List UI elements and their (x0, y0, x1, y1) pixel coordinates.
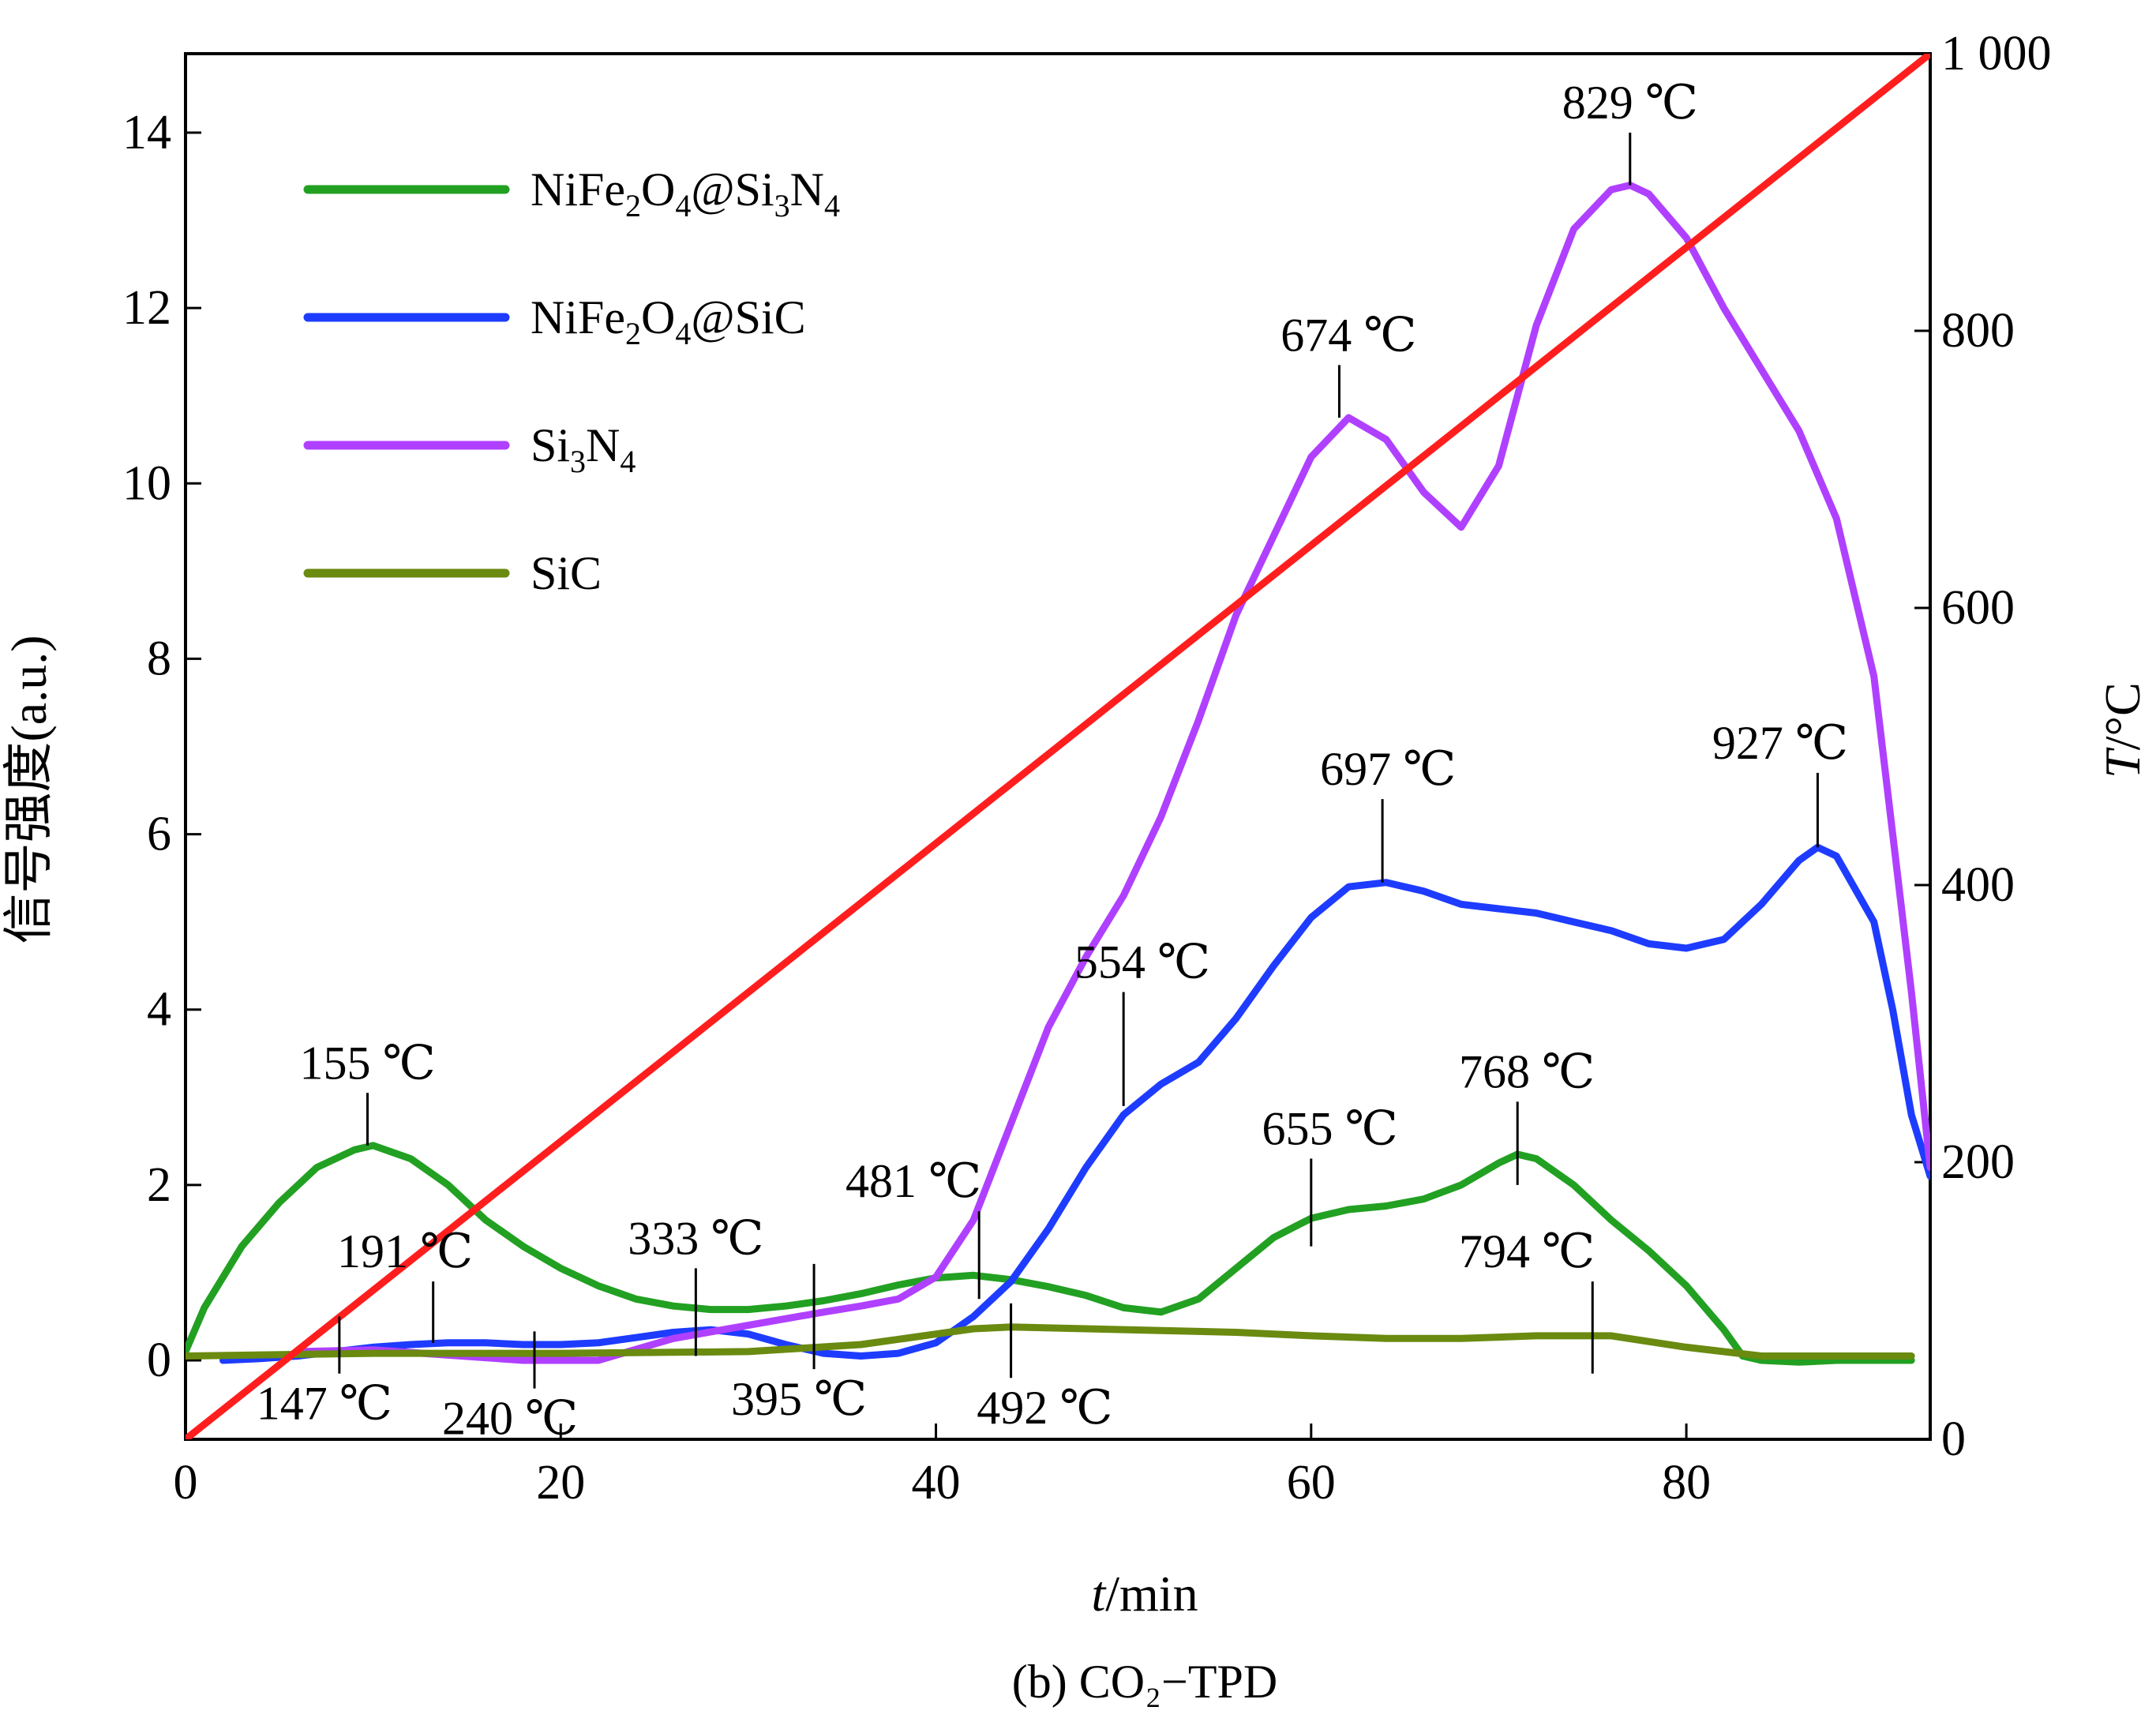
x-axis-title: t/min (1091, 1566, 1198, 1622)
x-tick-label: 80 (1662, 1456, 1711, 1510)
y2-tick-label: 800 (1941, 304, 2015, 358)
y2-tick-label: 600 (1941, 581, 2015, 635)
peak-annotation: 191 ℃ (337, 1225, 473, 1277)
peak-annotation: 697 ℃ (1320, 743, 1456, 795)
peak-annotation: 829 ℃ (1562, 77, 1698, 129)
y-axis-title: 信号强度(a.u.) (1, 635, 57, 943)
legend-label: SiC (531, 547, 602, 599)
plot-frame (184, 52, 1932, 1441)
peak-annotation: 147 ℃ (257, 1378, 392, 1430)
series-line (186, 54, 1930, 1439)
y-tick-label: 14 (122, 106, 171, 159)
peak-annotation: 674 ℃ (1280, 309, 1416, 361)
series-line (186, 1142, 1915, 1366)
peak-annotation: 155 ℃ (299, 1037, 435, 1089)
y-tick-label: 8 (147, 632, 171, 685)
peak-annotation: 655 ℃ (1262, 1103, 1398, 1155)
y-tick-label: 0 (147, 1334, 171, 1387)
y2-axis-title: T/°C (2094, 682, 2150, 778)
y2-tick-label: 0 (1941, 1412, 1966, 1466)
legend-label: NiFe2O4@SiC (531, 291, 806, 351)
y-tick-label: 2 (147, 1158, 171, 1212)
x-tick-label: 20 (536, 1456, 585, 1510)
series-line (186, 1323, 1915, 1360)
legend-label: Si3N4 (531, 419, 636, 479)
y2-tick-label: 200 (1941, 1135, 2015, 1189)
peak-annotation: 554 ℃ (1074, 936, 1210, 988)
y-tick-label: 10 (122, 456, 171, 510)
y-tick-label: 6 (147, 808, 171, 861)
peak-annotation: 240 ℃ (442, 1393, 578, 1445)
peak-annotation: 333 ℃ (628, 1212, 763, 1264)
y-tick-label: 12 (122, 281, 171, 335)
peak-annotation: 927 ℃ (1712, 717, 1848, 769)
peak-annotation: 492 ℃ (977, 1382, 1112, 1434)
peak-annotation: 794 ℃ (1459, 1225, 1595, 1277)
x-tick-label: 40 (912, 1456, 961, 1510)
series-layer (186, 54, 1930, 1439)
figure-caption: (b) CO₂−TPD (1012, 1656, 1277, 1708)
y2-tick-label: 1 000 (1941, 27, 2052, 81)
y2-tick-label: 400 (1941, 858, 2015, 912)
legend-label: NiFe2O4@Si3N4 (531, 163, 840, 223)
x-tick-label: 60 (1287, 1456, 1336, 1510)
peak-annotation: 395 ℃ (731, 1373, 867, 1425)
x-tick-label: 0 (174, 1456, 198, 1510)
y-tick-label: 4 (147, 983, 171, 1037)
annotation-layer: 155 ℃ 191 ℃ 333 ℃ 481 ℃ 554 ℃ 674 ℃ 829 ℃ 655 ℃… (257, 77, 1848, 1445)
legend: NiFe2O4@Si3N4 NiFe2O4@SiC Si3N4 SiC (303, 163, 840, 599)
peak-annotation: 768 ℃ (1459, 1045, 1595, 1097)
series-line (219, 843, 1930, 1364)
series-line (294, 182, 1930, 1364)
peak-annotation: 481 ℃ (846, 1155, 981, 1207)
